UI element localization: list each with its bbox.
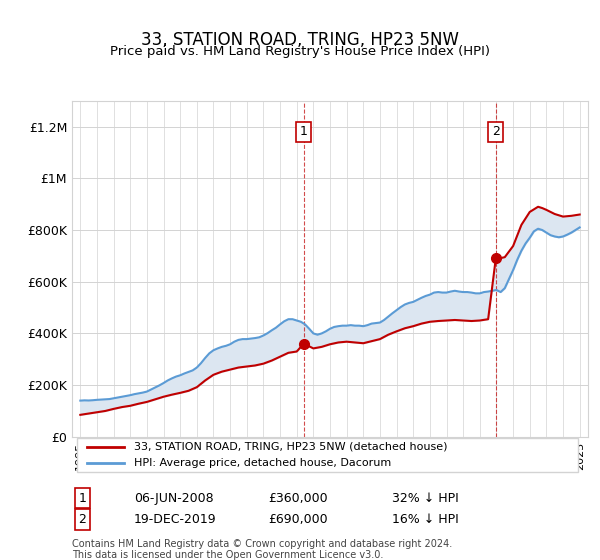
Text: Contains HM Land Registry data © Crown copyright and database right 2024.
This d: Contains HM Land Registry data © Crown c… xyxy=(72,539,452,560)
Text: 33, STATION ROAD, TRING, HP23 5NW (detached house): 33, STATION ROAD, TRING, HP23 5NW (detac… xyxy=(134,442,448,452)
Text: 2: 2 xyxy=(79,513,86,526)
Text: 06-JUN-2008: 06-JUN-2008 xyxy=(134,492,214,505)
Text: 32% ↓ HPI: 32% ↓ HPI xyxy=(392,492,458,505)
Text: 33, STATION ROAD, TRING, HP23 5NW: 33, STATION ROAD, TRING, HP23 5NW xyxy=(141,31,459,49)
Text: 1: 1 xyxy=(79,492,86,505)
Text: 2: 2 xyxy=(492,125,500,138)
FancyBboxPatch shape xyxy=(77,438,578,473)
Text: 16% ↓ HPI: 16% ↓ HPI xyxy=(392,513,458,526)
Text: 1: 1 xyxy=(300,125,308,138)
Text: Price paid vs. HM Land Registry's House Price Index (HPI): Price paid vs. HM Land Registry's House … xyxy=(110,45,490,58)
Text: £360,000: £360,000 xyxy=(268,492,328,505)
Text: 19-DEC-2019: 19-DEC-2019 xyxy=(134,513,217,526)
Text: £690,000: £690,000 xyxy=(268,513,328,526)
Text: HPI: Average price, detached house, Dacorum: HPI: Average price, detached house, Daco… xyxy=(134,458,391,468)
